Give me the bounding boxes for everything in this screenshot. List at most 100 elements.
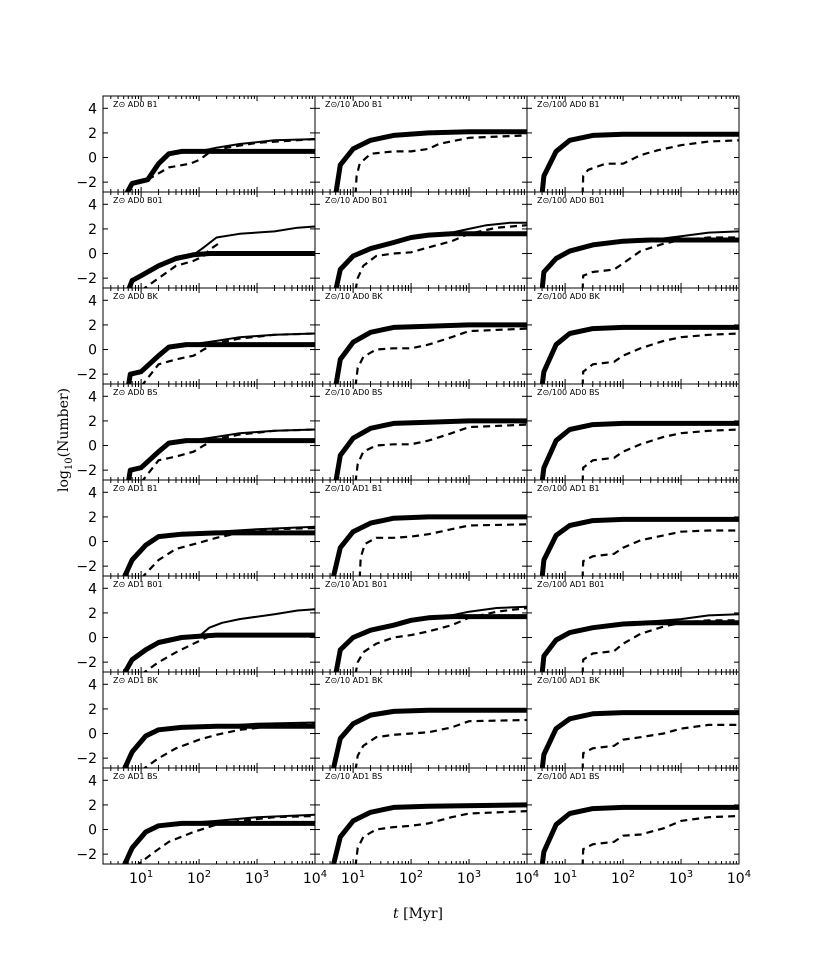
y-tick-label: −2 [76,655,97,671]
y-tick-label: 2 [88,606,97,622]
panel-frame [526,767,740,865]
panel-label: Z⊙ AD1 BS [113,772,157,781]
y-tick-label: 0 [88,631,97,647]
panel-series [539,710,739,768]
panel-ticks [103,96,316,192]
dashed-series-line [581,139,739,192]
panel-label: Z⊙/100 AD0 BS [537,388,599,397]
dashed-series-line [141,428,315,480]
panel-series [333,129,527,192]
thick-series-line [539,420,739,480]
x-tick-label: 104 [515,869,539,887]
panel-ticks [315,96,528,192]
x-tick-label: 101 [341,869,365,887]
y-tick-label: 4 [88,293,97,309]
thick-series-line [333,322,527,384]
panel-frame [526,671,740,769]
thick-series-line [331,707,527,768]
thick-series-line [539,804,739,864]
y-tick-label: −2 [76,463,97,479]
panel-frame [102,671,316,769]
panel-ticks [527,768,740,864]
x-tick-label: 102 [187,869,211,887]
panel: Z⊙ AD1 BS [102,767,316,865]
y-tick-label: 2 [88,798,97,814]
thick-series-line [126,251,315,288]
x-tick-label: 101 [129,869,153,887]
panel-label: Z⊙ AD1 BK [113,676,158,685]
y-tick-label: 2 [88,126,97,142]
x-tick-label: 103 [245,869,269,887]
panel: Z⊙/100 AD0 BK [526,287,740,385]
panel-frame [102,383,316,481]
panel: Z⊙ AD0 B01 [102,191,316,289]
y-tick-label: −2 [76,175,97,191]
y-tick-label: 2 [88,414,97,430]
panel-label: Z⊙ AD0 BS [113,388,157,397]
thin-series-line [541,518,739,576]
panel-series [331,802,527,864]
panel-ticks [103,192,316,288]
dashed-series-line [354,327,527,384]
panel-series [539,230,739,288]
panel-series [539,804,739,864]
y-tick-label: 0 [88,343,97,359]
thick-series-line [122,820,315,864]
thin-series-line [123,608,315,672]
thick-series-line [331,802,527,864]
dashed-series-line [141,332,315,384]
y-tick-label: 4 [88,389,97,405]
panel-series [539,613,739,672]
panel-ticks [527,288,740,384]
thick-series-line [539,324,739,384]
panel-series [333,322,527,384]
y-tick-label: 0 [88,823,97,839]
panel-frame [526,479,740,577]
panel-frame [314,95,528,193]
dashed-series-line [581,814,739,864]
panel-frame [314,767,528,865]
panel-label: Z⊙ AD0 B1 [113,100,158,109]
y-tick-label: 2 [88,318,97,334]
x-tick-label: 102 [399,869,423,887]
y-tick-label: 4 [88,677,97,693]
panel-series [122,813,315,864]
panel-series [122,608,315,672]
panel: Z⊙ AD0 B1 [102,95,316,193]
tick-labels: 4 2 0 −2 4 2 0 −2 4 2 0 −2 4 2 0 −2 4 2 0 −2 4 2 0 −2 4 2 0 −2 4 2 0 −2… [76,101,751,887]
panel: Z⊙ AD0 BK [102,287,316,385]
y-tick-label: −2 [76,751,97,767]
thick-series-line [126,438,315,480]
panel: Z⊙/10 AD0 B1 [314,95,528,193]
thick-series-line [333,231,527,288]
panel-label: Z⊙/100 AD1 BS [537,772,599,781]
panel-label: Z⊙/10 AD1 B01 [325,580,388,589]
panel-label: Z⊙/10 AD0 BS [325,388,382,397]
panel-grid: Z⊙ AD0 B1 Z⊙/10 AD0 B1 Z⊙/100 AD0 B1 Z⊙ AD0… [102,95,740,865]
panel: Z⊙/100 AD1 B01 [526,575,740,673]
panel-frame [314,191,528,289]
panel-label: Z⊙/100 AD0 B1 [537,100,600,109]
panel-ticks [315,576,528,672]
panel-frame [102,287,316,385]
panel: Z⊙ AD1 BK [102,671,316,769]
panel: Z⊙/10 AD1 B01 [314,575,528,673]
thick-series-line [122,723,315,768]
panel: Z⊙/100 AD0 B1 [526,95,740,193]
panel-series [126,428,315,480]
panel: Z⊙/10 AD1 B1 [314,479,528,577]
panel-label: Z⊙/100 AD1 B1 [537,484,600,493]
thick-series-line [122,632,315,672]
thick-series-line [124,148,315,192]
panel-label: Z⊙/100 AD0 B01 [537,196,605,205]
panel-label: Z⊙/10 AD0 B01 [325,196,388,205]
panel-ticks [527,96,740,192]
dashed-series-line [581,332,739,384]
panel-ticks [527,672,740,768]
dashed-series-line [354,718,527,768]
y-tick-label: 2 [88,510,97,526]
dashed-series-line [581,529,739,576]
thick-series-line [333,129,527,192]
panel: Z⊙/100 AD0 BS [526,383,740,481]
y-tick-label: −2 [76,559,97,575]
